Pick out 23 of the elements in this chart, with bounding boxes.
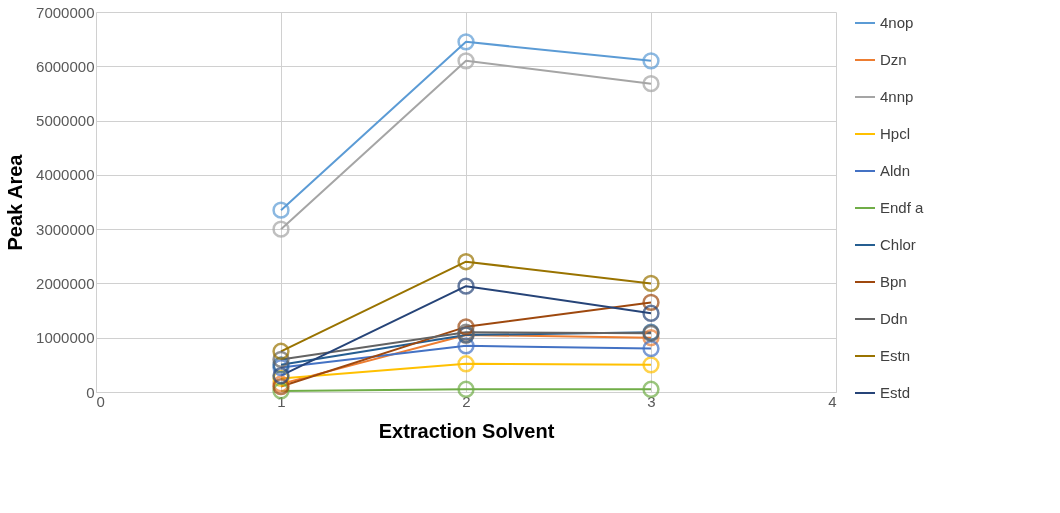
legend-label: Bpn [880, 273, 907, 290]
legend-label: Endf a [880, 199, 925, 216]
y-axis-title: Peak Area [4, 153, 27, 251]
y-tick-label: 4000000 [36, 166, 95, 184]
legend-label: Chlor [880, 236, 916, 253]
y-tick-label: 5000000 [36, 112, 95, 130]
y-tick-label: 1000000 [36, 329, 95, 347]
x-tick-label: 2 [462, 392, 471, 410]
y-tick-label: 3000000 [36, 220, 95, 238]
legend-label: Estn [880, 347, 911, 364]
legend-label: Hpcl [880, 125, 911, 142]
legend-label: Ddn [880, 310, 908, 327]
x-tick-label: 4 [828, 392, 837, 410]
y-tick-label: 6000000 [36, 57, 95, 75]
y-tick-label: 2000000 [36, 274, 95, 292]
legend-label: 4nop [880, 14, 914, 31]
legend-label: Estd [880, 384, 911, 401]
legend-label: Dzn [880, 51, 907, 68]
y-tick-label: 7000000 [36, 3, 95, 21]
legend-label: 4nnp [880, 88, 914, 105]
x-axis-title: Extraction Solvent [378, 419, 555, 442]
legend-label: Aldn [880, 162, 911, 179]
x-tick-label: 3 [647, 392, 656, 410]
